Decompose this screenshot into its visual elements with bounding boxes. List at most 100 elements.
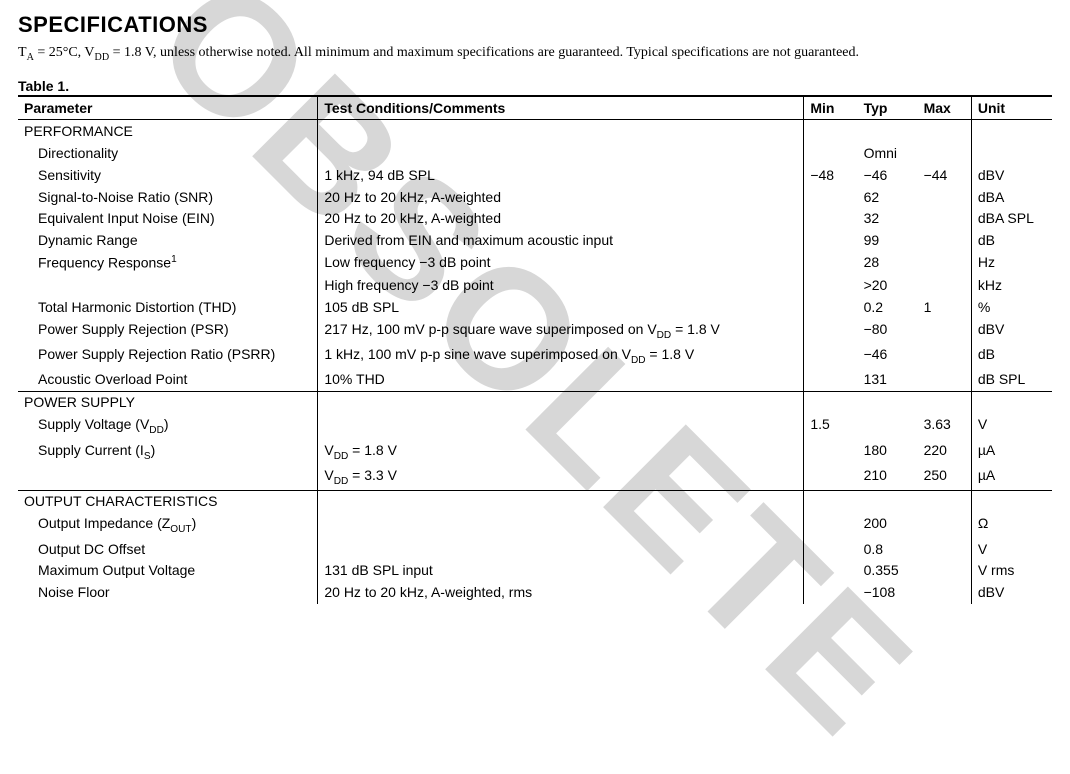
cell-unit [971,120,1052,142]
table-row: Output DC Offset0.8V [18,538,1052,560]
cell-typ: 0.8 [858,538,918,560]
cell-conditions: 20 Hz to 20 kHz, A-weighted, rms [318,582,804,604]
cell-max [918,318,972,343]
cell-max [918,120,972,142]
spec-table: Parameter Test Conditions/Comments Min T… [18,95,1052,603]
cell-min [804,513,858,538]
cell-max [918,208,972,230]
cell-unit: Ω [971,513,1052,538]
cell-parameter: Total Harmonic Distortion (THD) [18,296,318,318]
cell-typ: >20 [858,274,918,296]
cell-max: 3.63 [918,414,972,439]
cell-conditions: VDD = 1.8 V [318,439,804,464]
cell-conditions: 20 Hz to 20 kHz, A-weighted [318,186,804,208]
cell-max [918,186,972,208]
cell-unit [971,142,1052,164]
cell-parameter: PERFORMANCE [18,120,318,142]
cell-typ: 0.355 [858,560,918,582]
cell-conditions [318,513,804,538]
cell-min [804,560,858,582]
cell-min [804,274,858,296]
intro-text: TA = 25°C, VDD = 1.8 V, unless otherwise… [18,44,1052,64]
cell-typ [858,391,918,413]
cell-typ: −80 [858,318,918,343]
cell-conditions: 105 dB SPL [318,296,804,318]
cell-min [804,120,858,142]
cell-typ: 210 [858,464,918,490]
col-max: Max [918,96,972,120]
cell-typ: 200 [858,513,918,538]
cell-typ: 99 [858,230,918,252]
table-row: Power Supply Rejection (PSR)217 Hz, 100 … [18,318,1052,343]
cell-min [804,490,858,512]
cell-parameter: Directionality [18,142,318,164]
table-row: Frequency Response1Low frequency −3 dB p… [18,252,1052,275]
cell-min [804,230,858,252]
table-row: POWER SUPPLY [18,391,1052,413]
cell-parameter: Signal-to-Noise Ratio (SNR) [18,186,318,208]
cell-max: 250 [918,464,972,490]
table-row: Directionality Omni [18,142,1052,164]
cell-min [804,318,858,343]
cell-conditions: 217 Hz, 100 mV p-p square wave superimpo… [318,318,804,343]
cell-unit: dB SPL [971,369,1052,391]
cell-unit [971,391,1052,413]
page-title: SPECIFICATIONS [18,12,1052,38]
col-min: Min [804,96,858,120]
table-caption: Table 1. [18,78,1052,94]
table-row: Equivalent Input Noise (EIN)20 Hz to 20 … [18,208,1052,230]
cell-max: 1 [918,296,972,318]
cell-max [918,230,972,252]
cell-max: −44 [918,164,972,186]
table-row: Output Impedance (ZOUT)200Ω [18,513,1052,538]
cell-conditions [318,142,804,164]
cell-unit: % [971,296,1052,318]
cell-min [804,464,858,490]
cell-typ: 180 [858,439,918,464]
cell-min [804,391,858,413]
cell-unit: dB [971,230,1052,252]
cell-typ: Omni [858,142,918,164]
table-row: High frequency −3 dB point>20kHz [18,274,1052,296]
cell-typ: 62 [858,186,918,208]
cell-unit: kHz [971,274,1052,296]
cell-parameter: Supply Voltage (VDD) [18,414,318,439]
cell-max: 220 [918,439,972,464]
cell-unit: V [971,414,1052,439]
cell-conditions: 1 kHz, 94 dB SPL [318,164,804,186]
col-typ: Typ [858,96,918,120]
cell-parameter: Power Supply Rejection Ratio (PSRR) [18,343,318,368]
cell-parameter: POWER SUPPLY [18,391,318,413]
table-row: Power Supply Rejection Ratio (PSRR)1 kHz… [18,343,1052,368]
cell-max [918,538,972,560]
table-row: Signal-to-Noise Ratio (SNR)20 Hz to 20 k… [18,186,1052,208]
cell-conditions: VDD = 3.3 V [318,464,804,490]
cell-parameter [18,464,318,490]
cell-parameter: Dynamic Range [18,230,318,252]
cell-max [918,369,972,391]
cell-max [918,490,972,512]
cell-typ: 0.2 [858,296,918,318]
cell-min: 1.5 [804,414,858,439]
cell-typ [858,120,918,142]
cell-unit: µA [971,464,1052,490]
cell-parameter: Equivalent Input Noise (EIN) [18,208,318,230]
table-row: Sensitivity1 kHz, 94 dB SPL−48−46−44dBV [18,164,1052,186]
cell-conditions [318,414,804,439]
cell-parameter [18,274,318,296]
cell-max [918,274,972,296]
cell-min [804,296,858,318]
cell-conditions [318,391,804,413]
cell-min [804,439,858,464]
table-row: Noise Floor20 Hz to 20 kHz, A-weighted, … [18,582,1052,604]
cell-unit: V rms [971,560,1052,582]
cell-parameter: Power Supply Rejection (PSR) [18,318,318,343]
cell-typ: −108 [858,582,918,604]
cell-min [804,208,858,230]
cell-conditions: 10% THD [318,369,804,391]
cell-max [918,391,972,413]
cell-parameter: Maximum Output Voltage [18,560,318,582]
cell-conditions: 1 kHz, 100 mV p-p sine wave superimposed… [318,343,804,368]
cell-typ: 28 [858,252,918,275]
cell-conditions: Low frequency −3 dB point [318,252,804,275]
